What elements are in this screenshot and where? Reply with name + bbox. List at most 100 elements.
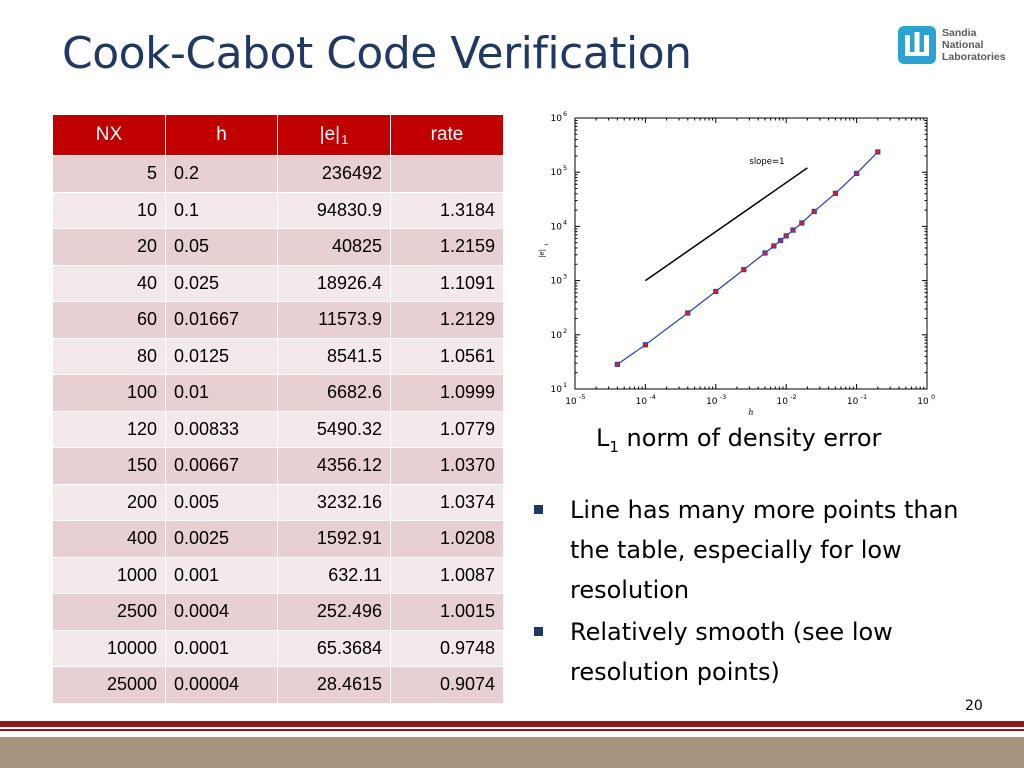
logo-line-3: Laboratories xyxy=(942,51,1006,63)
header-error-subscript: 1 xyxy=(341,131,349,147)
data-point xyxy=(811,208,817,214)
table-row: 10000 0.0001 65.3684 0.9748 xyxy=(52,629,504,667)
plot-frame xyxy=(574,117,928,390)
x-tick-label: 10 xyxy=(917,397,929,407)
cell-rate xyxy=(390,155,504,193)
x-tick-label: 10 xyxy=(847,397,859,407)
y-axis-label: |e| xyxy=(538,249,546,258)
table-row: 5 0.2 236492 xyxy=(52,155,504,193)
sandia-thunderbird-icon xyxy=(898,26,936,64)
y-tick-label: 10 xyxy=(551,114,563,124)
cell-h: 0.01667 xyxy=(165,301,278,339)
x-tick-exponent: 0 xyxy=(931,393,935,401)
table-row: 200 0.005 3232.16 1.0374 xyxy=(52,483,504,521)
table-row: 120 0.00833 5490.32 1.0779 xyxy=(52,410,504,448)
cell-nx: 20 xyxy=(52,228,166,266)
x-tick-label: 10 xyxy=(636,397,648,407)
data-point xyxy=(713,288,719,294)
table-row: 40 0.025 18926.4 1.1091 xyxy=(52,264,504,302)
data-point xyxy=(642,342,648,348)
bullet-square-icon xyxy=(534,627,543,636)
table-row: 2500 0.0004 252.496 1.0015 xyxy=(52,593,504,631)
cell-nx: 400 xyxy=(52,520,166,558)
cell-rate: 1.2129 xyxy=(390,301,504,339)
cell-h: 0.001 xyxy=(165,556,278,594)
cell-h: 0.00667 xyxy=(165,447,278,485)
cell-h: 0.025 xyxy=(165,264,278,302)
cell-error: 8541.5 xyxy=(277,337,391,375)
x-tick-exponent: -1 xyxy=(861,393,867,401)
x-tick-exponent: -5 xyxy=(579,393,585,401)
y-tick-label: 10 xyxy=(551,277,563,287)
data-point xyxy=(741,267,747,273)
data-point xyxy=(853,170,860,177)
cell-error: 11573.9 xyxy=(277,301,391,339)
cell-h: 0.005 xyxy=(165,483,278,521)
cell-error: 1592.91 xyxy=(277,520,391,558)
bullet-item: Relatively smooth (see low resolution po… xyxy=(532,612,972,692)
cell-error: 94830.9 xyxy=(277,191,391,229)
cell-error: 5490.32 xyxy=(277,410,391,448)
data-point xyxy=(832,190,839,196)
cell-error: 40825 xyxy=(277,228,391,266)
header-nx: NX xyxy=(52,114,166,156)
bullet-text: Line has many more points than the table… xyxy=(570,496,959,604)
logo-line-1: Sandia xyxy=(942,27,977,39)
cell-rate: 1.0779 xyxy=(390,410,504,448)
cell-nx: 10000 xyxy=(52,629,166,667)
x-axis-label: h xyxy=(748,408,753,417)
header-h: h xyxy=(165,114,278,156)
x-tick-label: 10 xyxy=(776,397,788,407)
bullet-item: Line has many more points than the table… xyxy=(532,490,972,610)
cell-nx: 200 xyxy=(52,483,166,521)
cell-nx: 100 xyxy=(52,374,166,412)
cell-h: 0.0025 xyxy=(165,520,278,558)
cell-nx: 5 xyxy=(52,155,166,193)
data-point xyxy=(778,237,784,244)
cell-rate: 1.0208 xyxy=(390,520,504,558)
cell-h: 0.05 xyxy=(165,228,278,266)
page-number: 20 xyxy=(965,698,983,714)
cell-rate: 0.9074 xyxy=(390,666,504,704)
cell-rate: 1.0015 xyxy=(390,593,504,631)
cell-nx: 120 xyxy=(52,410,166,448)
bullet-list: Line has many more points than the table… xyxy=(532,490,972,694)
cell-h: 0.01 xyxy=(165,374,278,412)
cell-h: 0.0004 xyxy=(165,593,278,631)
cell-h: 0.1 xyxy=(165,191,278,229)
cell-h: 0.2 xyxy=(165,155,278,193)
y-tick-exponent: 4 xyxy=(563,218,567,226)
cell-nx: 25000 xyxy=(52,666,166,704)
table-header-row: NX h |e|1 rate xyxy=(52,114,504,156)
data-point xyxy=(875,149,881,155)
cell-rate: 0.9748 xyxy=(390,629,504,667)
cell-nx: 1000 xyxy=(52,556,166,594)
data-point xyxy=(771,243,777,249)
slide-title: Cook-Cabot Code Verification xyxy=(62,28,692,79)
table-row: 150 0.00667 4356.12 1.0370 xyxy=(52,447,504,485)
y-tick-exponent: 3 xyxy=(563,273,567,281)
cell-error: 632.11 xyxy=(277,556,391,594)
cell-nx: 150 xyxy=(52,447,166,485)
data-point xyxy=(799,220,805,226)
cell-rate: 1.0087 xyxy=(390,556,504,594)
footer-divider xyxy=(0,721,1024,727)
cell-error: 28.4615 xyxy=(277,666,391,704)
cell-nx: 10 xyxy=(52,191,166,229)
y-tick-exponent: 6 xyxy=(563,110,567,118)
cell-error: 6682.6 xyxy=(277,374,391,412)
table-row: 60 0.01667 11573.9 1.2129 xyxy=(52,301,504,339)
y-tick-label: 10 xyxy=(551,331,563,341)
logo-text: Sandia National Laboratories xyxy=(942,27,1012,63)
caption-rest: norm of density error xyxy=(618,424,882,452)
slope-annotation: slope=1 xyxy=(749,157,784,167)
cell-h: 0.00004 xyxy=(165,666,278,704)
data-point xyxy=(614,361,620,367)
sandia-logo: Sandia National Laboratories xyxy=(898,26,1008,72)
table-body: 5 0.2 236492 10 0.1 94830.9 1.3184 20 0.05 40825 1… xyxy=(52,155,504,704)
cell-rate: 1.0374 xyxy=(390,483,504,521)
logo-line-2: National xyxy=(942,39,984,51)
table-row: 100 0.01 6682.6 1.0999 xyxy=(52,374,504,412)
data-point xyxy=(790,227,796,233)
